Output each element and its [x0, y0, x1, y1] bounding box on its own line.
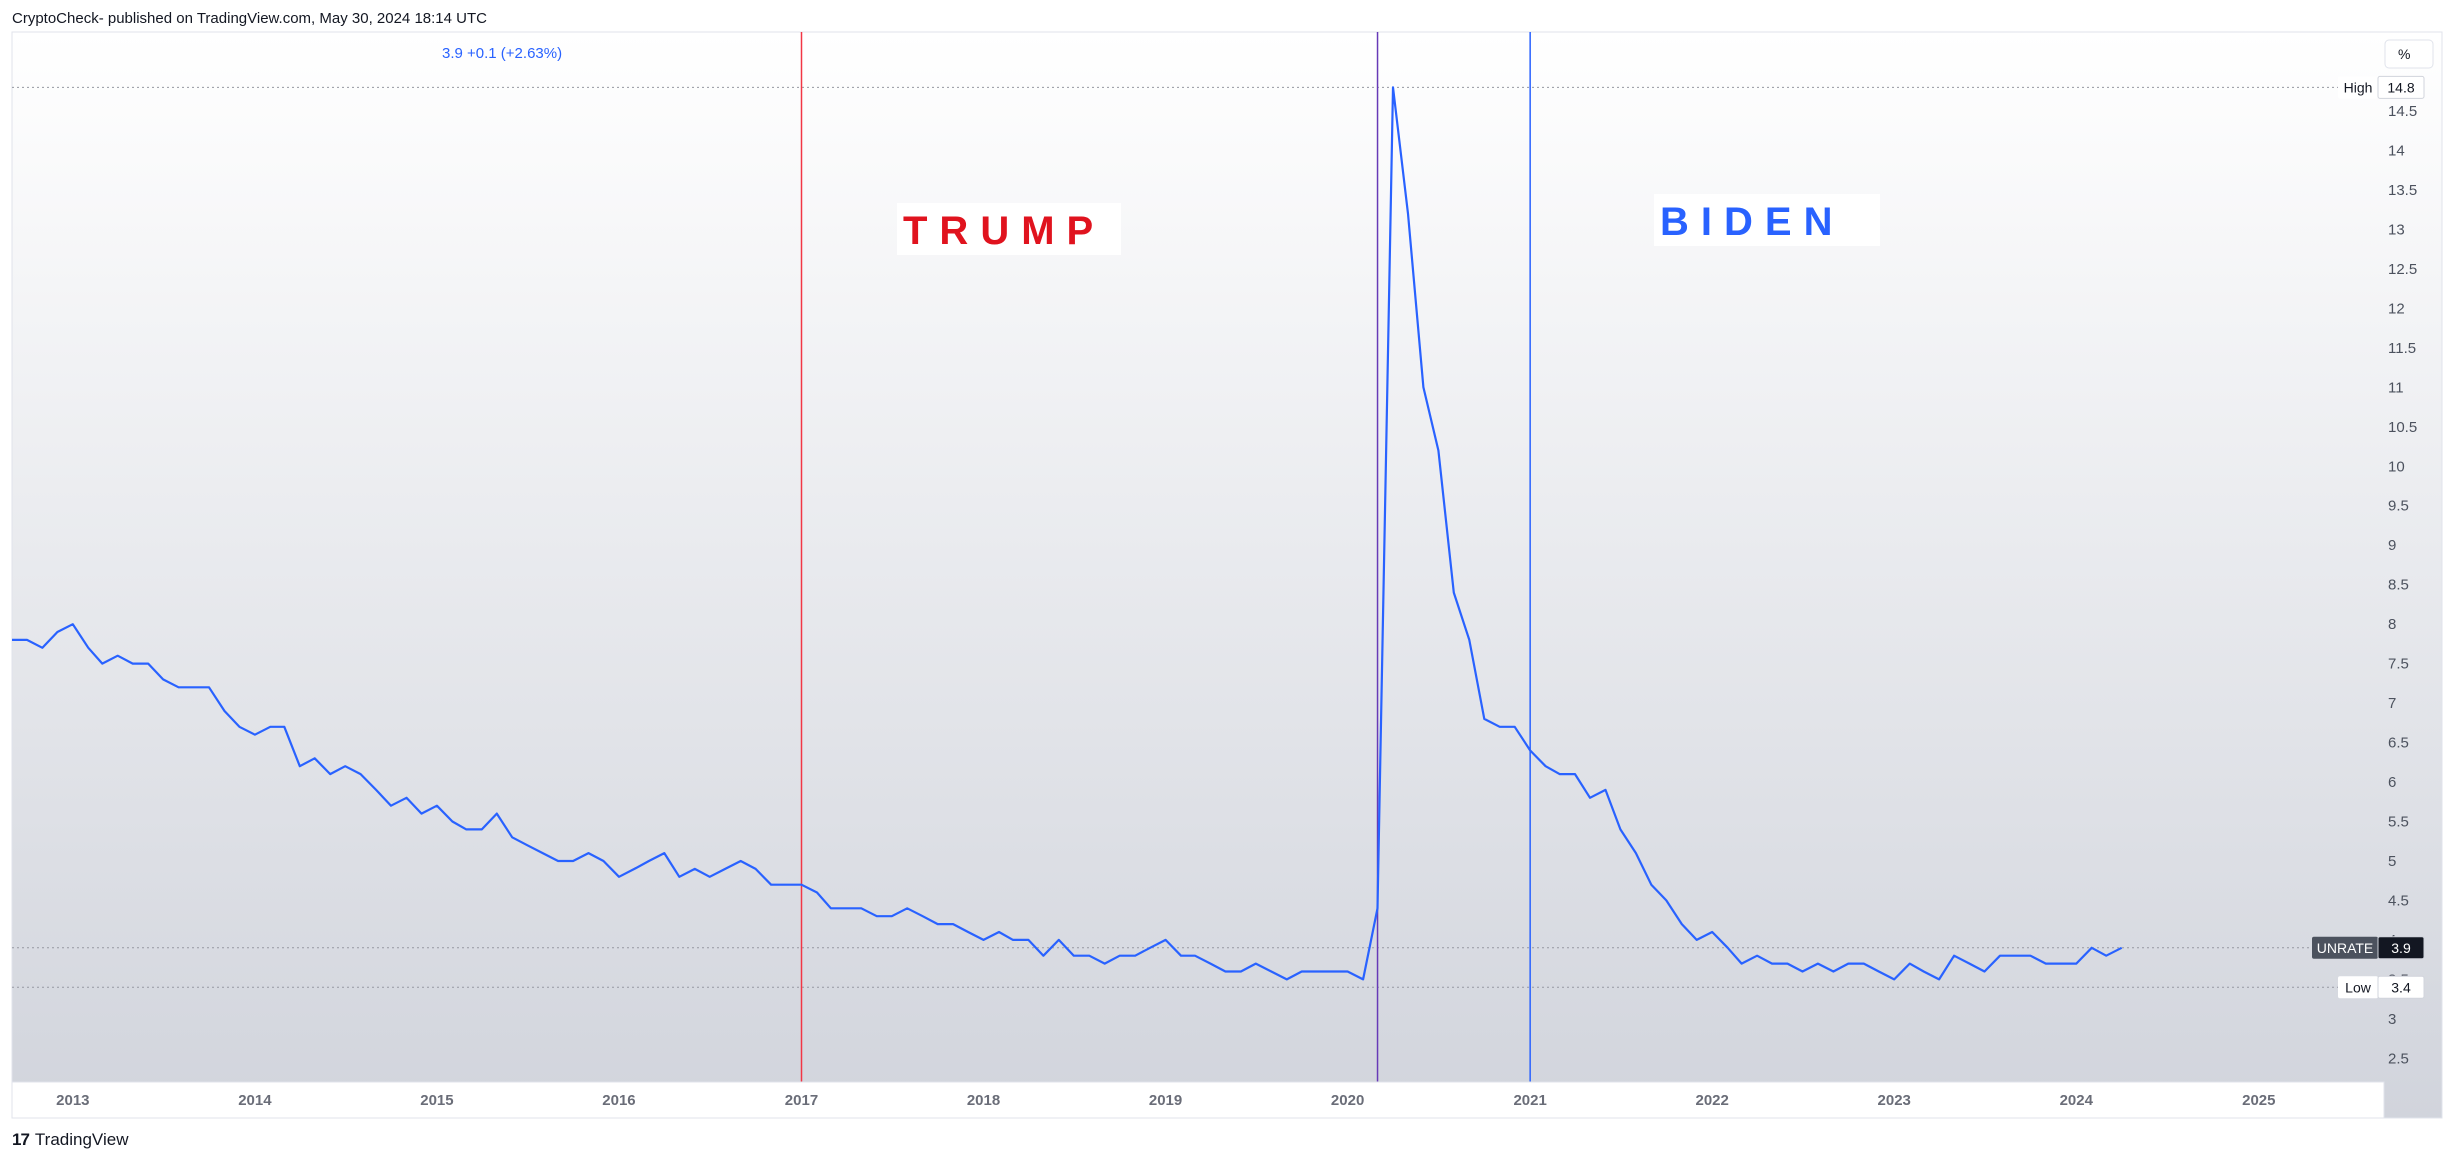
y-tick-label: 5 [2388, 853, 2396, 870]
x-tick-label: 2021 [1513, 1092, 1546, 1109]
x-tick-label: 2014 [238, 1092, 272, 1109]
y-tick-label: 12.5 [2388, 261, 2417, 278]
y-tick-label: 11 [2388, 379, 2404, 396]
x-tick-label: 2020 [1331, 1092, 1364, 1109]
y-tick-label: 10.5 [2388, 419, 2417, 436]
percent-scale-label: % [2398, 46, 2410, 62]
y-tick-label: 10 [2388, 458, 2405, 475]
x-tick-label: 2023 [1878, 1092, 1911, 1109]
y-tick-label: 13.5 [2388, 182, 2417, 199]
y-tick-label: 12 [2388, 300, 2405, 317]
x-tick-label: 2016 [602, 1092, 635, 1109]
y-tick-label: 7.5 [2388, 656, 2409, 673]
x-tick-label: 2024 [2060, 1092, 2094, 1109]
annotation-biden: BIDEN [1660, 200, 1844, 244]
y-tick-label: 13 [2388, 221, 2405, 238]
high-label: High [2344, 79, 2373, 95]
x-tick-label: 2022 [1696, 1092, 1729, 1109]
y-tick-label: 14 [2388, 143, 2405, 160]
y-tick-label: 9.5 [2388, 498, 2409, 515]
y-tick-label: 14.5 [2388, 103, 2417, 120]
last-value-bg [2377, 936, 2425, 960]
y-tick-label: 11.5 [2388, 340, 2416, 357]
annotation-box [1654, 194, 1880, 246]
y-tick-label: 8.5 [2388, 577, 2409, 594]
tradingview-logo-icon: 17 [12, 1130, 30, 1149]
x-tick-label: 2019 [1149, 1092, 1182, 1109]
low-value: 3.4 [2391, 979, 2411, 995]
annotation-box [897, 203, 1121, 255]
unrate-series-line [12, 86, 2123, 981]
tradingview-brand[interactable]: 17 TradingView [12, 1130, 128, 1150]
y-tick-label: 7 [2388, 695, 2396, 712]
x-tick-label: 2013 [56, 1092, 89, 1109]
percent-scale-button[interactable]: % [2384, 39, 2434, 69]
x-tick-label: 2015 [420, 1092, 453, 1109]
x-tick-label: 2017 [785, 1092, 818, 1109]
high-value: 14.8 [2387, 79, 2414, 95]
y-tick-label: 4.5 [2388, 892, 2409, 909]
annotation-trump: TRUMP [903, 209, 1105, 253]
chart-pane[interactable] [11, 31, 2443, 1119]
publisher-caption: CryptoCheck- published on TradingView.co… [12, 10, 487, 27]
x-axis [11, 1081, 2385, 1119]
legend-readout: 3.9 +0.1 (+2.63%) [442, 45, 562, 62]
low-value-bg [2377, 975, 2425, 999]
low-label: Low [2345, 979, 2372, 995]
y-tick-label: 2.5 [2388, 1050, 2409, 1067]
y-tick-label: 3 [2388, 1011, 2396, 1028]
x-tick-label: 2025 [2242, 1092, 2275, 1109]
y-tick-label: 9 [2388, 537, 2396, 554]
y-tick-label: 8 [2388, 616, 2396, 633]
last-value: 3.9 [2391, 940, 2411, 956]
y-tick-label: 6 [2388, 774, 2396, 791]
high-value-bg [2377, 75, 2425, 99]
high-label-bg [2338, 76, 2378, 99]
brand-label: TradingView [34, 1130, 129, 1149]
y-tick-label: 6.5 [2388, 735, 2409, 752]
last-label: UNRATE [2317, 940, 2374, 956]
x-tick-label: 2018 [967, 1092, 1000, 1109]
y-tick-label: 5.5 [2388, 814, 2409, 831]
last-label-bg [2312, 936, 2378, 959]
low-label-bg [2338, 976, 2378, 999]
